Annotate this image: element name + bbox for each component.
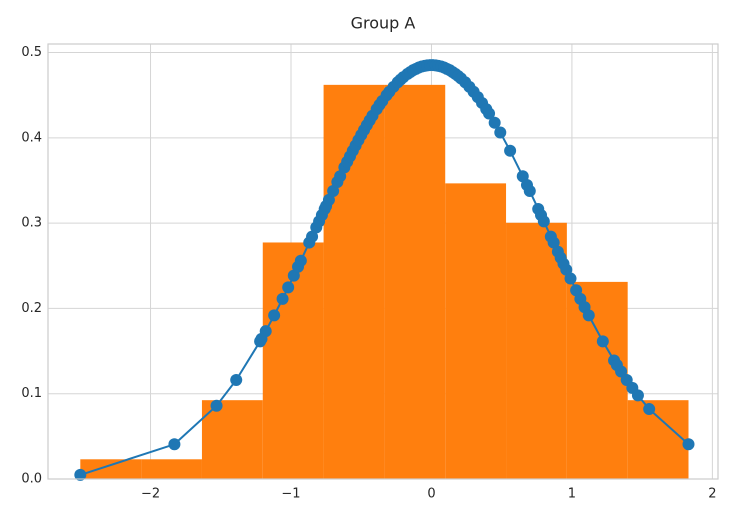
x-tick-label: 2 — [708, 487, 716, 502]
line-marker — [596, 335, 609, 348]
line-marker — [210, 399, 223, 412]
histogram-bar — [201, 400, 263, 479]
x-tick-label: −1 — [281, 487, 300, 502]
x-tick-label: 1 — [568, 487, 576, 502]
line-marker — [259, 325, 272, 338]
line-marker — [504, 144, 517, 157]
histogram-bar — [445, 183, 507, 479]
line-marker — [327, 185, 340, 198]
line-marker — [276, 292, 289, 305]
line-marker — [615, 365, 628, 378]
line-marker — [547, 236, 560, 249]
histogram-bar — [384, 84, 446, 479]
line-marker — [230, 373, 243, 386]
histogram-bar — [627, 400, 689, 479]
line-marker — [294, 254, 307, 267]
line-marker — [306, 230, 319, 243]
chart-title: Group A — [351, 14, 416, 33]
x-tick-label: −2 — [141, 487, 160, 502]
line-marker — [523, 185, 536, 198]
line-marker — [168, 438, 181, 451]
y-tick-label: 0.1 — [21, 386, 42, 401]
line-marker — [287, 269, 300, 282]
line-marker — [582, 309, 595, 322]
y-tick-label: 0.3 — [21, 216, 42, 231]
histogram-bar — [262, 242, 324, 479]
histogram-bar — [141, 459, 202, 479]
line-marker — [494, 126, 507, 139]
line-marker — [682, 438, 695, 451]
line-marker — [564, 272, 577, 285]
histogram-bar — [506, 222, 567, 479]
plot-frame — [47, 43, 719, 480]
y-tick-label: 0.4 — [21, 130, 42, 145]
y-tick-label: 0.0 — [21, 472, 42, 487]
y-tick-label: 0.5 — [21, 45, 42, 60]
line-marker — [631, 389, 644, 402]
histogram-bar — [80, 459, 142, 479]
line-marker — [268, 309, 281, 322]
line-marker — [643, 403, 656, 416]
line-marker — [537, 215, 550, 228]
line-marker — [488, 116, 501, 129]
x-tick-label: 0 — [427, 487, 435, 502]
histogram-bar — [566, 281, 628, 479]
line-marker — [282, 281, 295, 294]
y-tick-label: 0.2 — [21, 301, 42, 316]
line-marker — [74, 468, 87, 481]
line-marker — [483, 107, 496, 120]
